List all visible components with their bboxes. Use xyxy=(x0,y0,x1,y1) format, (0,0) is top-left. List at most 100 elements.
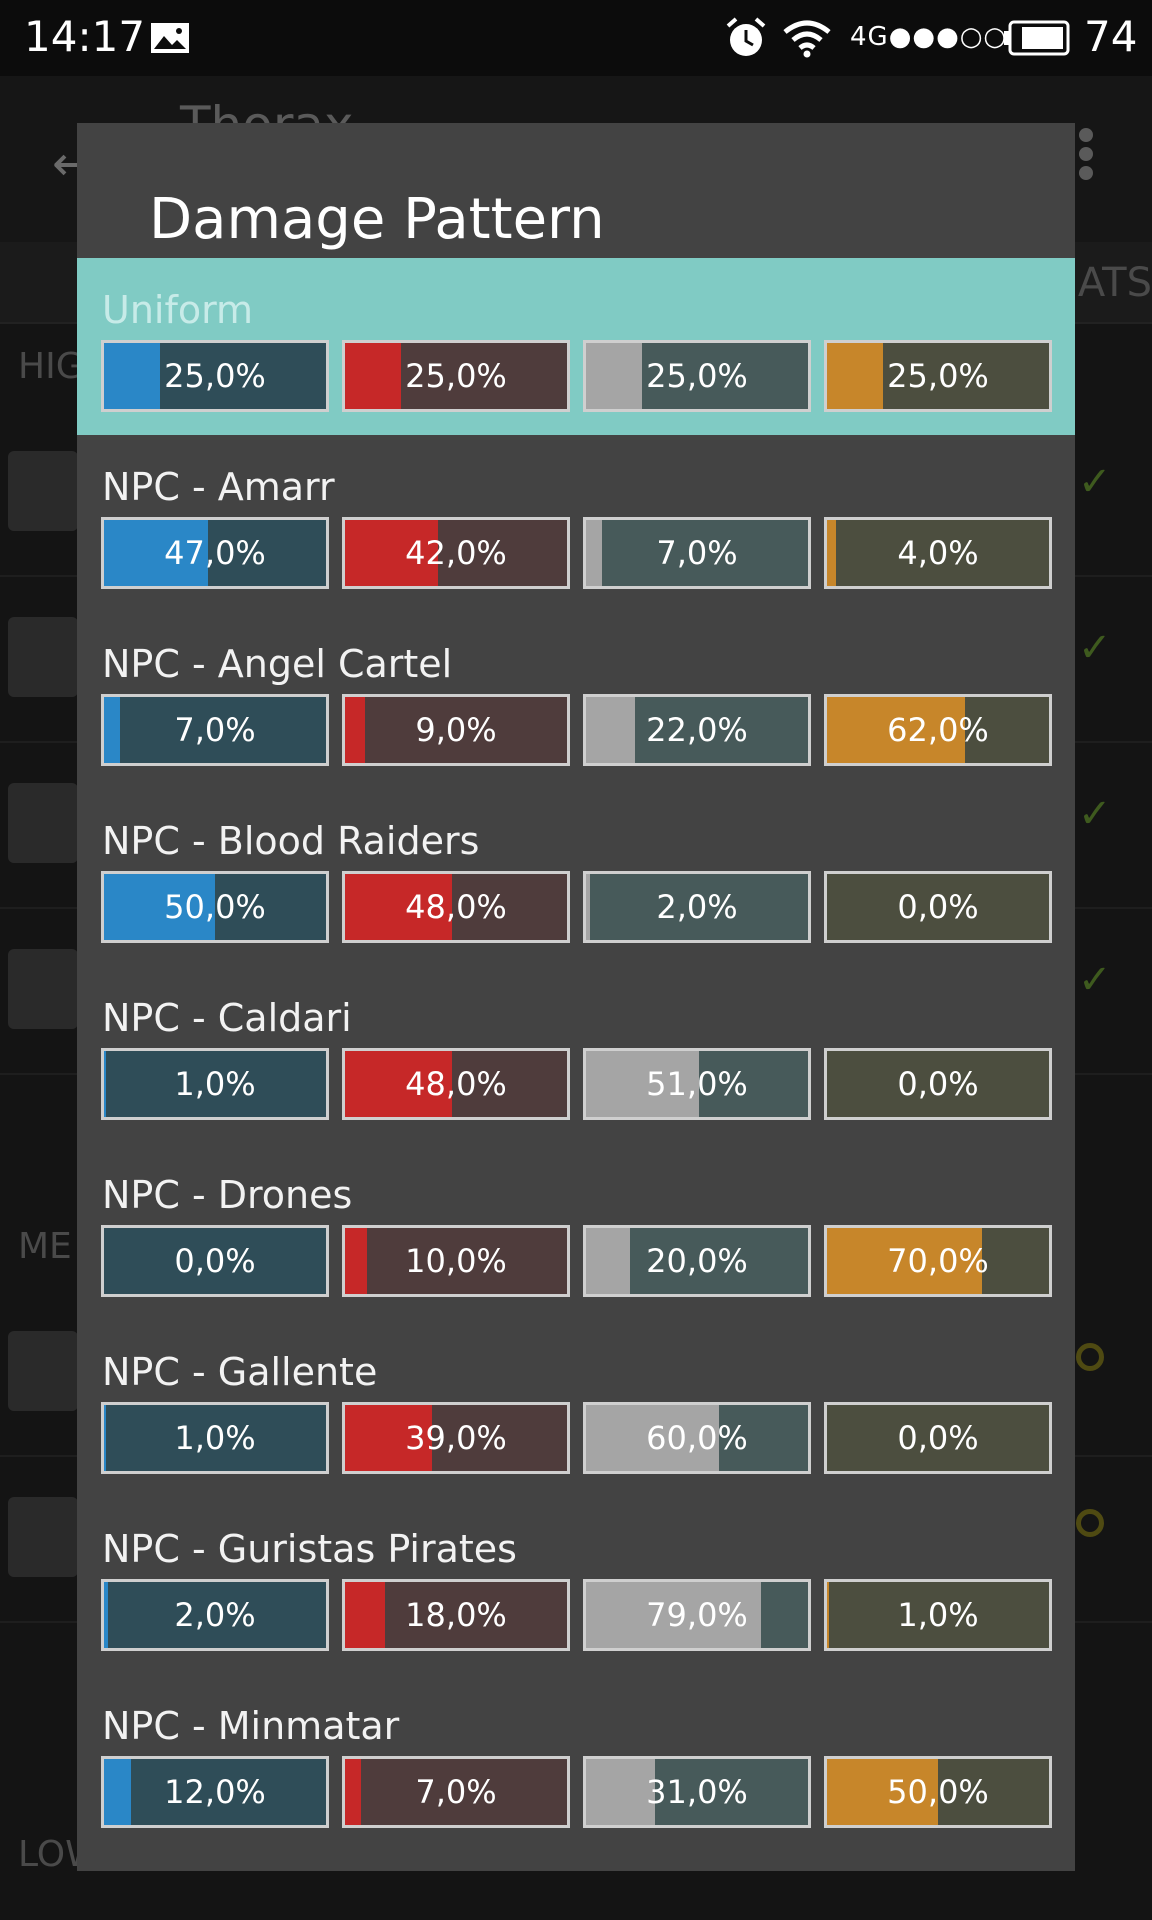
thermal-damage-value: 48,0% xyxy=(405,1065,507,1103)
kinetic-damage-value: 22,0% xyxy=(646,711,748,749)
explosive-damage-bar: 70,0% xyxy=(824,1225,1052,1297)
pattern-name: NPC - Minmatar xyxy=(102,1704,400,1748)
em-damage-bar: 1,0% xyxy=(101,1402,329,1474)
explosive-damage-fill xyxy=(827,1582,830,1648)
em-damage-bar: 50,0% xyxy=(101,871,329,943)
thermal-damage-bar: 25,0% xyxy=(342,340,570,412)
explosive-damage-bar: 4,0% xyxy=(824,517,1052,589)
background-section-medium: ME xyxy=(18,1226,72,1267)
explosive-damage-bar: 0,0% xyxy=(824,871,1052,943)
thermal-damage-fill xyxy=(345,697,365,763)
wifi-icon xyxy=(783,20,831,58)
thermal-damage-fill xyxy=(345,1582,385,1648)
explosive-damage-fill xyxy=(827,1228,983,1294)
thermal-damage-value: 18,0% xyxy=(405,1596,507,1634)
thermal-damage-bar: 7,0% xyxy=(342,1756,570,1828)
kinetic-damage-bar: 20,0% xyxy=(583,1225,811,1297)
em-damage-fill xyxy=(104,697,120,763)
check-icon: ✓ xyxy=(1078,791,1112,837)
thermal-damage-bar: 9,0% xyxy=(342,694,570,766)
damage-pattern-dialog: Damage Pattern Uniform 25,0% 25,0% 25,0% 25,… xyxy=(77,123,1075,1871)
em-damage-bar: 12,0% xyxy=(101,1756,329,1828)
explosive-damage-value: 0,0% xyxy=(897,1419,979,1457)
explosive-damage-value: 62,0% xyxy=(887,711,989,749)
kinetic-damage-fill xyxy=(586,1228,631,1294)
em-damage-value: 47,0% xyxy=(164,534,266,572)
explosive-damage-bar: 62,0% xyxy=(824,694,1052,766)
pattern-name: NPC - Caldari xyxy=(102,996,352,1040)
image-icon xyxy=(151,23,189,53)
damage-pattern-item[interactable]: NPC - Blood Raiders 50,0% 48,0% 2,0% 0,0% xyxy=(77,789,1075,966)
em-damage-value: 1,0% xyxy=(174,1065,256,1103)
em-damage-fill xyxy=(104,1582,109,1648)
thermal-damage-bar: 18,0% xyxy=(342,1579,570,1651)
ring-icon xyxy=(1076,1343,1104,1371)
dialog-title: Damage Pattern xyxy=(149,187,605,252)
kinetic-damage-bar: 79,0% xyxy=(583,1579,811,1651)
em-damage-fill xyxy=(104,1405,107,1471)
thermal-damage-bar: 48,0% xyxy=(342,871,570,943)
explosive-damage-bar: 1,0% xyxy=(824,1579,1052,1651)
kinetic-damage-fill xyxy=(586,343,642,409)
em-damage-fill xyxy=(104,1051,107,1117)
pattern-name: NPC - Blood Raiders xyxy=(102,819,480,863)
damage-pattern-item[interactable]: NPC - Drones 0,0% 10,0% 20,0% 70,0% xyxy=(77,1143,1075,1320)
pattern-name: NPC - Drones xyxy=(102,1173,353,1217)
thermal-damage-value: 10,0% xyxy=(405,1242,507,1280)
em-damage-bar: 0,0% xyxy=(101,1225,329,1297)
thermal-damage-value: 48,0% xyxy=(405,888,507,926)
kinetic-damage-bar: 31,0% xyxy=(583,1756,811,1828)
explosive-damage-bar: 50,0% xyxy=(824,1756,1052,1828)
kinetic-damage-value: 51,0% xyxy=(646,1065,748,1103)
module-icon xyxy=(8,949,78,1029)
damage-pattern-item[interactable]: NPC - Minmatar 12,0% 7,0% 31,0% 50,0% xyxy=(77,1674,1075,1851)
damage-pattern-item[interactable]: NPC - Caldari 1,0% 48,0% 51,0% 0,0% xyxy=(77,966,1075,1143)
explosive-damage-fill xyxy=(827,1759,938,1825)
status-time: 14:17 xyxy=(24,12,146,61)
alarm-icon xyxy=(726,17,766,56)
em-damage-bar: 2,0% xyxy=(101,1579,329,1651)
overflow-menu-icon xyxy=(1076,128,1096,184)
damage-pattern-item[interactable]: Uniform 25,0% 25,0% 25,0% 25,0% xyxy=(77,258,1075,435)
kinetic-damage-fill xyxy=(586,520,602,586)
thermal-damage-fill xyxy=(345,1051,452,1117)
em-damage-fill xyxy=(104,1759,131,1825)
battery-icon xyxy=(1004,20,1070,56)
pattern-name: NPC - Gallente xyxy=(102,1350,378,1394)
pattern-name: NPC - Guristas Pirates xyxy=(102,1527,517,1571)
em-damage-value: 2,0% xyxy=(174,1596,256,1634)
thermal-damage-value: 9,0% xyxy=(415,711,497,749)
thermal-damage-bar: 42,0% xyxy=(342,517,570,589)
damage-pattern-item[interactable]: NPC - Angel Cartel 7,0% 9,0% 22,0% 62,0% xyxy=(77,612,1075,789)
thermal-damage-bar: 39,0% xyxy=(342,1402,570,1474)
module-icon xyxy=(8,617,78,697)
kinetic-damage-value: 20,0% xyxy=(646,1242,748,1280)
damage-pattern-item[interactable]: NPC - Amarr 47,0% 42,0% 7,0% 4,0% xyxy=(77,435,1075,612)
damage-pattern-item[interactable]: NPC - Gallente 1,0% 39,0% 60,0% 0,0% xyxy=(77,1320,1075,1497)
kinetic-damage-bar: 7,0% xyxy=(583,517,811,589)
em-damage-fill xyxy=(104,520,209,586)
module-icon xyxy=(8,451,78,531)
kinetic-damage-bar: 60,0% xyxy=(583,1402,811,1474)
em-damage-fill xyxy=(104,343,160,409)
kinetic-damage-fill xyxy=(586,1759,655,1825)
em-damage-bar: 1,0% xyxy=(101,1048,329,1120)
explosive-damage-value: 0,0% xyxy=(897,1065,979,1103)
em-damage-value: 50,0% xyxy=(164,888,266,926)
kinetic-damage-bar: 22,0% xyxy=(583,694,811,766)
thermal-damage-value: 39,0% xyxy=(405,1419,507,1457)
thermal-damage-bar: 10,0% xyxy=(342,1225,570,1297)
thermal-damage-fill xyxy=(345,874,452,940)
kinetic-damage-bar: 2,0% xyxy=(583,871,811,943)
explosive-damage-bar: 0,0% xyxy=(824,1048,1052,1120)
kinetic-damage-fill xyxy=(586,697,635,763)
em-damage-value: 1,0% xyxy=(174,1419,256,1457)
kinetic-damage-bar: 51,0% xyxy=(583,1048,811,1120)
module-icon xyxy=(8,1331,78,1411)
module-icon xyxy=(8,1497,78,1577)
damage-pattern-item[interactable]: NPC - Guristas Pirates 2,0% 18,0% 79,0% 1,0% xyxy=(77,1497,1075,1674)
em-damage-fill xyxy=(104,874,215,940)
module-icon xyxy=(8,783,78,863)
explosive-damage-value: 0,0% xyxy=(897,888,979,926)
em-damage-bar: 25,0% xyxy=(101,340,329,412)
